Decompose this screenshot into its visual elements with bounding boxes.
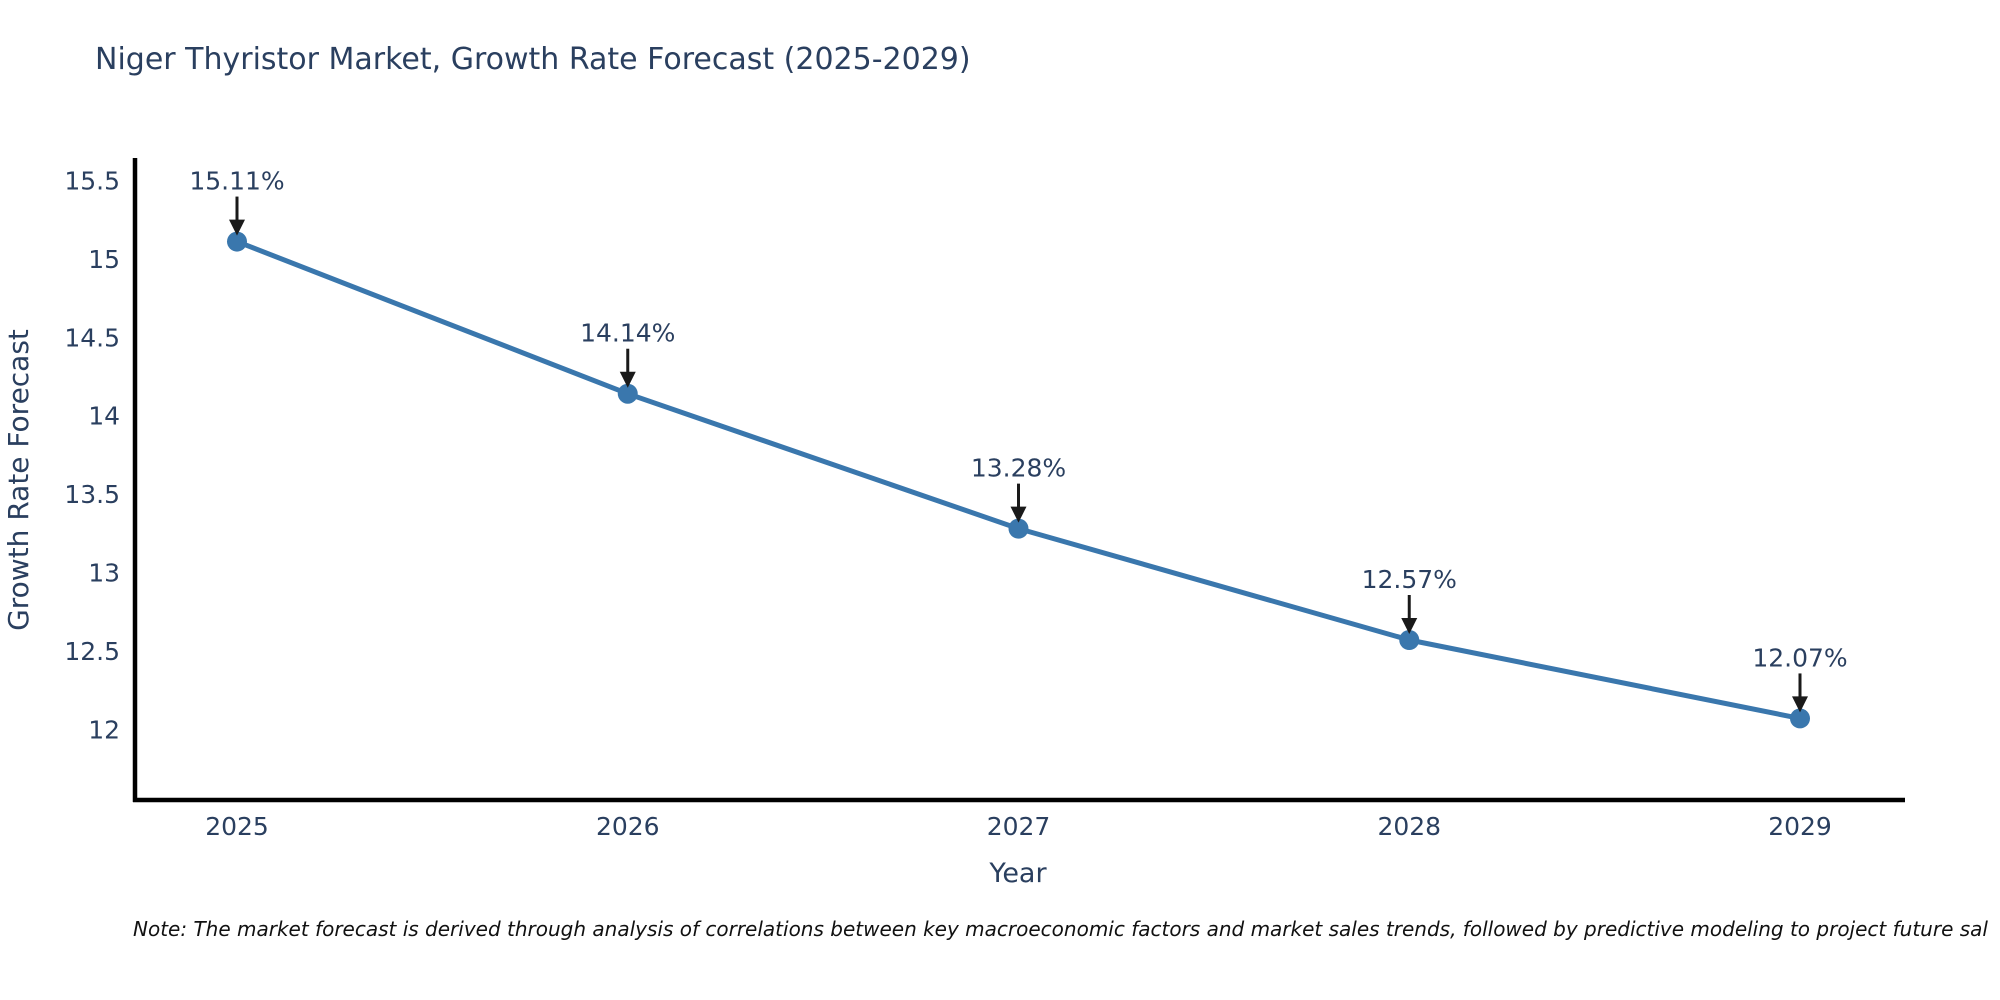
y-tick-label: 13.5 xyxy=(64,480,120,509)
x-tick-label: 2025 xyxy=(205,812,269,841)
y-tick-label: 15 xyxy=(88,245,120,274)
point-value-label: 14.14% xyxy=(580,319,675,348)
data-point-marker xyxy=(617,383,638,404)
y-tick-label: 12 xyxy=(88,715,120,744)
point-value-label: 12.57% xyxy=(1362,565,1457,594)
y-tick-label: 13 xyxy=(88,559,120,588)
x-tick-label: 2029 xyxy=(1768,812,1832,841)
annotation-arrow-head xyxy=(229,219,245,236)
annotation-arrow-head xyxy=(1792,696,1808,713)
data-point-marker xyxy=(1399,630,1420,650)
y-tick-label: 14.5 xyxy=(64,323,120,352)
annotation-arrow-head xyxy=(1401,618,1418,634)
y-tick-label: 15.5 xyxy=(64,166,120,195)
data-point-marker xyxy=(227,231,247,252)
x-tick-label: 2027 xyxy=(987,812,1051,841)
x-tick-label: 2028 xyxy=(1377,812,1441,841)
chart-title: Niger Thyristor Market, Growth Rate Fore… xyxy=(95,42,971,77)
point-value-label: 13.28% xyxy=(971,454,1066,483)
tick-labels-layer: 12 12.5 13 13.5 14 14.5 15 15.5 2025 2026 2027 2028… xyxy=(64,166,1831,841)
data-point-marker xyxy=(1790,708,1810,729)
point-value-label: 12.07% xyxy=(1752,643,1847,672)
y-tick-label: 14 xyxy=(88,402,120,431)
x-tick-label: 2026 xyxy=(596,812,660,841)
data-point-marker xyxy=(1008,518,1029,539)
x-axis-title: Year xyxy=(988,858,1047,889)
axes-layer xyxy=(132,158,1905,803)
line-series-layer xyxy=(227,231,1810,729)
annotation-arrow-head xyxy=(1010,506,1027,523)
footnote: Note: The market forecast is derived thr… xyxy=(133,917,1988,941)
annotation-arrow-head xyxy=(619,371,636,388)
y-tick-label: 12.5 xyxy=(64,637,120,666)
point-annotations-layer: 15.11% 14.14% 13.28% 12.57% 12.07% xyxy=(189,167,1848,713)
point-value-label: 15.11% xyxy=(189,167,284,196)
y-axis-title: Growth Rate Forecast xyxy=(2,329,35,631)
